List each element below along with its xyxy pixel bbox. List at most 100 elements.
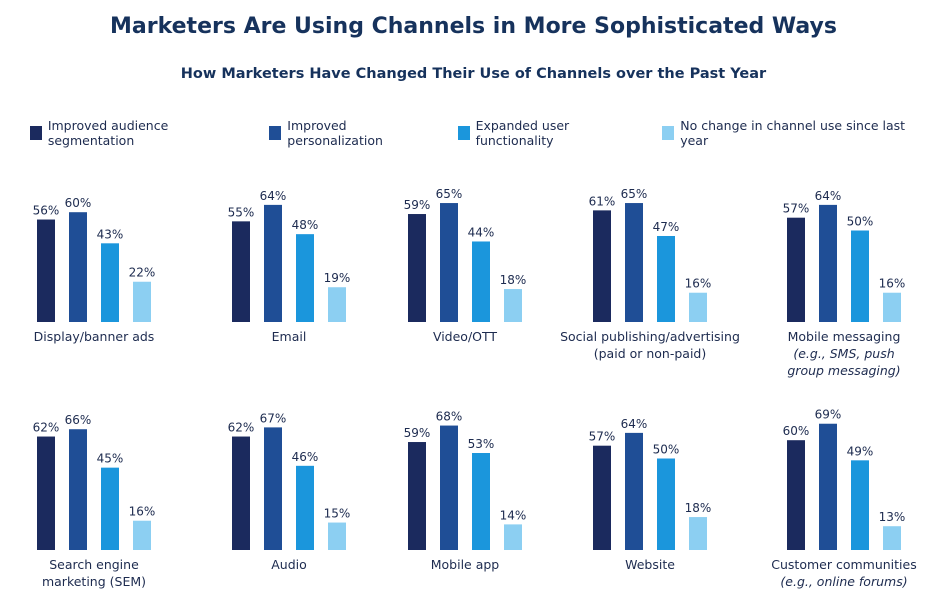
bar-value-label: 64% xyxy=(815,189,842,203)
bar-value-label: 53% xyxy=(468,437,495,451)
category-label: Customer communities xyxy=(771,557,916,572)
bar-value-label: 46% xyxy=(292,450,319,464)
bar xyxy=(883,526,901,550)
legend: Improved audience segmentation Improved … xyxy=(30,118,947,148)
category-label: (e.g., SMS, push xyxy=(793,346,894,361)
bar-value-label: 16% xyxy=(685,277,712,291)
bar xyxy=(504,524,522,550)
bar xyxy=(37,219,55,322)
bar-value-label: 14% xyxy=(500,508,527,522)
bar xyxy=(504,289,522,322)
category-label: Mobile messaging xyxy=(788,329,901,344)
legend-item-segmentation: Improved audience segmentation xyxy=(30,118,255,148)
bar-value-label: 66% xyxy=(65,413,92,427)
bar-value-label: 60% xyxy=(783,424,810,438)
bar-value-label: 43% xyxy=(97,227,124,241)
bar xyxy=(296,234,314,322)
bar-value-label: 13% xyxy=(879,510,906,524)
bar xyxy=(328,522,346,550)
bar xyxy=(593,445,611,550)
bar xyxy=(101,467,119,550)
bar xyxy=(851,460,869,550)
bar-value-label: 65% xyxy=(436,187,463,201)
bar-value-label: 65% xyxy=(621,187,648,201)
legend-swatch xyxy=(269,126,282,140)
legend-item-personalization: Improved personalization xyxy=(269,118,443,148)
legend-label: Improved audience segmentation xyxy=(47,118,169,148)
bar-value-label: 50% xyxy=(653,443,680,457)
bar-value-label: 59% xyxy=(404,198,431,212)
bar xyxy=(69,429,87,550)
bar-value-label: 64% xyxy=(260,189,287,203)
bar xyxy=(133,281,151,322)
bar xyxy=(264,427,282,550)
category-label: Search engine xyxy=(49,557,139,572)
bar xyxy=(264,204,282,322)
bar xyxy=(408,214,426,322)
bar-value-label: 68% xyxy=(436,410,463,424)
bar-value-label: 69% xyxy=(815,408,842,422)
bar-value-label: 44% xyxy=(468,225,495,239)
category-label: Audio xyxy=(271,557,307,572)
bar-value-label: 49% xyxy=(847,444,874,458)
category-label: (paid or non-paid) xyxy=(594,346,707,361)
chart-subtitle: How Marketers Have Changed Their Use of … xyxy=(180,66,767,82)
bar xyxy=(883,292,901,322)
bar-value-label: 67% xyxy=(260,411,287,425)
bar xyxy=(296,465,314,550)
category-label: Video/OTT xyxy=(433,329,497,344)
bar-value-label: 50% xyxy=(847,215,874,229)
legend-swatch xyxy=(30,126,42,140)
bar xyxy=(851,230,869,322)
legend-swatch xyxy=(457,126,470,140)
bar-value-label: 18% xyxy=(685,501,712,515)
bar-value-label: 16% xyxy=(129,505,156,519)
bar xyxy=(625,432,643,550)
bar-value-label: 62% xyxy=(228,421,255,435)
bar xyxy=(440,203,458,322)
bar xyxy=(787,440,805,550)
bar xyxy=(440,425,458,550)
category-label: (e.g., online forums) xyxy=(780,574,907,589)
bar-value-label: 48% xyxy=(292,218,319,232)
legend-label: No change in channel use since last year xyxy=(680,118,906,148)
bar-value-label: 57% xyxy=(589,430,616,444)
bar xyxy=(69,212,87,322)
bar xyxy=(625,203,643,322)
legend-item-functionality: Expanded user functionality xyxy=(457,118,649,148)
bar-value-label: 59% xyxy=(404,426,431,440)
bar-value-label: 64% xyxy=(621,417,648,431)
bar xyxy=(657,458,675,550)
category-label: Display/banner ads xyxy=(34,329,155,344)
category-label: Mobile app xyxy=(431,557,500,572)
legend-item-no-change: No change in channel use since last year xyxy=(662,118,933,148)
bar-value-label: 56% xyxy=(33,204,60,218)
bar xyxy=(408,442,426,550)
bar-value-label: 61% xyxy=(589,194,616,208)
bar xyxy=(328,287,346,322)
bar-value-label: 55% xyxy=(228,205,255,219)
bar-value-label: 57% xyxy=(783,202,810,216)
bar xyxy=(657,235,675,322)
category-label: Website xyxy=(625,557,675,572)
bar xyxy=(133,520,151,550)
bar xyxy=(37,436,55,550)
bar-value-label: 22% xyxy=(129,266,156,280)
bar xyxy=(819,204,837,322)
category-label: group messaging) xyxy=(787,363,900,378)
bar-value-label: 19% xyxy=(324,271,351,285)
bar xyxy=(472,453,490,550)
legend-label: Improved personalization xyxy=(287,118,383,148)
bar xyxy=(689,292,707,322)
bar-value-label: 16% xyxy=(879,277,906,291)
legend-swatch xyxy=(662,126,675,140)
bar xyxy=(232,436,250,550)
category-label: Social publishing/advertising xyxy=(560,329,740,344)
bar xyxy=(232,221,250,322)
bar-value-label: 45% xyxy=(97,452,124,466)
bar-value-label: 18% xyxy=(500,273,527,287)
bar xyxy=(472,241,490,322)
bar xyxy=(689,517,707,550)
chart-title: Marketers Are Using Channels in More Sop… xyxy=(110,14,837,39)
